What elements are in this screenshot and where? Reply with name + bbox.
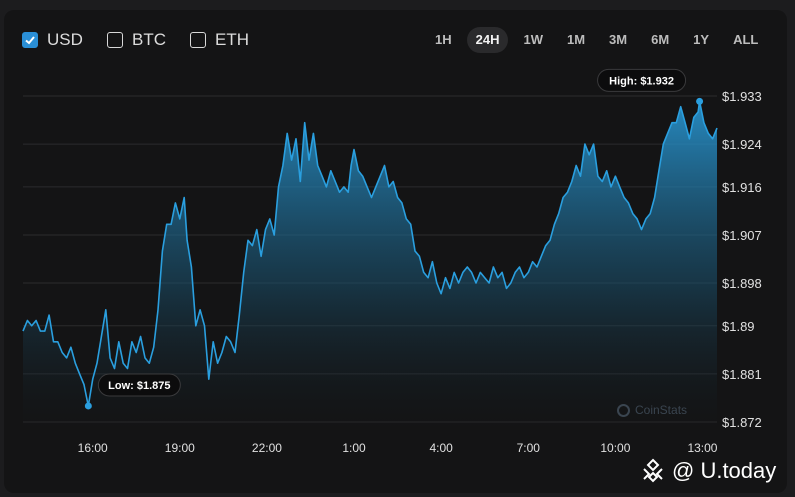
tab-6m[interactable]: 6M bbox=[651, 32, 670, 47]
coinstats-label: CoinStats bbox=[635, 403, 688, 417]
tab-1w[interactable]: 1W bbox=[523, 32, 543, 47]
y-tick-label: $1.907 bbox=[722, 228, 762, 243]
checkbox-checked-icon bbox=[22, 32, 38, 48]
y-tick-label: $1.881 bbox=[722, 367, 762, 382]
y-tick-label: $1.916 bbox=[722, 180, 762, 195]
low-annotation-point bbox=[84, 402, 92, 410]
tab-all[interactable]: ALL bbox=[733, 32, 759, 47]
price-area-fill bbox=[23, 101, 717, 431]
coinstats-logo-icon bbox=[617, 403, 630, 417]
tab-24h[interactable]: 24H bbox=[466, 27, 509, 53]
x-tick-label: 4:00 bbox=[429, 441, 453, 455]
high-annotation-point bbox=[696, 97, 704, 105]
price-line bbox=[22, 100, 718, 407]
checkbox-unchecked-icon bbox=[190, 32, 206, 48]
high-annotation-tooltip bbox=[597, 68, 687, 92]
utoday-watermark: @ U.today bbox=[640, 458, 776, 484]
coinstats-watermark: CoinStats bbox=[617, 403, 687, 417]
x-tick-label: 13:00 bbox=[687, 441, 717, 455]
high-annotation-label: High: $1.932 bbox=[609, 75, 674, 87]
x-tick-label: 19:00 bbox=[165, 441, 195, 455]
tab-1h[interactable]: 1H bbox=[435, 32, 452, 47]
currency-eth-label: ETH bbox=[215, 30, 249, 49]
low-annotation-tooltip bbox=[97, 373, 181, 397]
tab-1y[interactable]: 1Y bbox=[693, 32, 710, 47]
x-tick-label: 7:00 bbox=[517, 441, 541, 455]
utoday-logo-icon bbox=[643, 458, 663, 483]
x-tick-label: 10:00 bbox=[600, 441, 630, 455]
currency-eth-checkbox[interactable]: ETH bbox=[190, 30, 249, 50]
y-tick-label: $1.89 bbox=[722, 319, 755, 334]
x-tick-label: 22:00 bbox=[252, 441, 282, 455]
x-tick-label: 16:00 bbox=[78, 441, 108, 455]
checkbox-unchecked-icon bbox=[107, 32, 123, 48]
x-tick-label: 1:00 bbox=[342, 441, 366, 455]
timeframe-tabs: 1H 24H 1W 1M 3M 6M 1Y ALL bbox=[426, 27, 773, 53]
tab-3m[interactable]: 3M bbox=[609, 32, 628, 47]
currency-btc-checkbox[interactable]: BTC bbox=[107, 30, 166, 50]
y-tick-label: $1.933 bbox=[722, 89, 762, 104]
y-tick-label: $1.898 bbox=[722, 276, 762, 291]
currency-usd-checkbox[interactable]: USD bbox=[22, 30, 83, 50]
y-tick-label: $1.872 bbox=[722, 415, 762, 430]
tab-1m[interactable]: 1M bbox=[566, 32, 586, 47]
y-tick-label: $1.924 bbox=[722, 137, 762, 152]
utoday-label: @ U.today bbox=[672, 458, 777, 483]
currency-usd-label: USD bbox=[47, 30, 83, 49]
currency-btc-label: BTC bbox=[132, 30, 166, 49]
low-annotation-label: Low: $1.875 bbox=[108, 380, 170, 392]
